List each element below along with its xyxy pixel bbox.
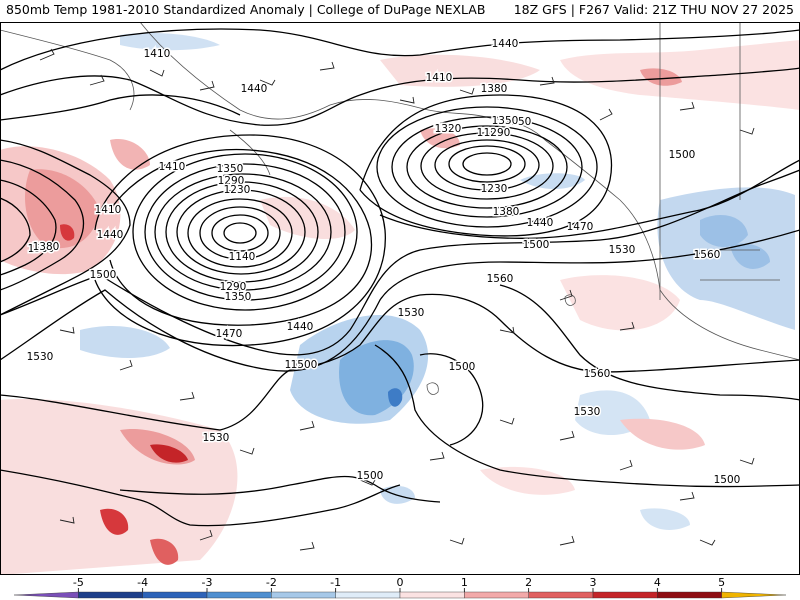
header-title-right: 18Z GFS | F267 Valid: 21Z THU NOV 27 202… xyxy=(513,2,794,17)
header-title-left: 850mb Temp 1981-2010 Standardized Anomal… xyxy=(6,2,486,17)
contour-label: 1320 xyxy=(435,123,462,135)
colorbar-tick-label: -3 xyxy=(202,576,213,589)
contour-label: 1290 xyxy=(218,175,245,187)
contour-label: 1380 xyxy=(481,83,508,95)
colorbar-tick-label: -2 xyxy=(266,576,277,589)
contour-label: 1500 xyxy=(285,359,312,371)
contour-label: 1230 xyxy=(481,183,508,195)
colorbar-tick-label: -4 xyxy=(137,576,148,589)
cold-anomaly-shading xyxy=(80,32,795,530)
contour-label: 1560 xyxy=(584,368,611,380)
contour-label: 1530 xyxy=(609,244,636,256)
contour-label: 1500 xyxy=(449,361,476,373)
contour-label: 1440 xyxy=(97,229,124,241)
contour-label: 1230 xyxy=(224,184,251,196)
contour-label: 1440 xyxy=(241,83,268,95)
colorbar-segment xyxy=(142,591,208,599)
contour-label: 1560 xyxy=(487,273,514,285)
contour-label: 1290 xyxy=(220,281,247,293)
contour-label: 1350 xyxy=(225,291,252,303)
contour-label: 1140 xyxy=(229,251,256,263)
colorbar-tick-label: -5 xyxy=(73,576,84,589)
contour-label: 1410 xyxy=(95,204,122,216)
contour-label: 1290 xyxy=(477,127,504,139)
contour-label: 1380 xyxy=(493,206,520,218)
contour-label: 1530 xyxy=(398,307,425,319)
contour-label: 1500 xyxy=(357,470,384,482)
colorbar-segment xyxy=(78,591,143,599)
colorbar-segment xyxy=(271,591,336,599)
height-contours xyxy=(0,28,800,527)
contour-label: 1530 xyxy=(203,432,230,444)
contour-label: 1470 xyxy=(567,221,594,233)
contour-label: 1560 xyxy=(694,249,721,261)
contour-label: 1500 xyxy=(714,474,741,486)
contour-label: 1470 xyxy=(216,328,243,340)
contour-label: 1530 xyxy=(27,351,54,363)
contour-label: 1440 xyxy=(492,38,519,50)
contour-label: 1350 xyxy=(217,163,244,175)
colorbar-segment xyxy=(721,591,787,599)
colorbar-segment xyxy=(657,591,722,599)
contour-label: 1500 xyxy=(669,149,696,161)
contour-label: 1440 xyxy=(527,217,554,229)
contour-label: 1410 xyxy=(159,161,186,173)
contour-label: 1410 xyxy=(144,48,171,60)
colorbar-segment xyxy=(592,591,658,599)
colorbar-tick-label: 4 xyxy=(654,576,661,589)
warm-anomaly-shading xyxy=(0,40,800,575)
colorbar-tick-label: 3 xyxy=(590,576,597,589)
colorbar-tick-label: 5 xyxy=(718,576,725,589)
colorbar-tick-label: 2 xyxy=(525,576,532,589)
colorbar-tick-label: -1 xyxy=(330,576,341,589)
contour-label: 1500 xyxy=(28,243,55,255)
contour-label: 1350 xyxy=(505,116,532,128)
colorbar-segment xyxy=(206,591,272,599)
contour-label: 1230 xyxy=(434,123,461,135)
contour-label: 1500 xyxy=(291,359,318,371)
colorbar-tick-label: 0 xyxy=(397,576,404,589)
contour-label: 1410 xyxy=(426,72,453,84)
colorbar-segment xyxy=(335,591,401,599)
contour-label: 1440 xyxy=(287,321,314,333)
wind-barbs xyxy=(39,48,755,551)
contour-label: 1350 xyxy=(492,115,519,127)
colorbar-segment xyxy=(399,591,465,599)
contour-label: 1290 xyxy=(484,127,511,139)
contour-label: 1470 xyxy=(217,329,244,341)
colorbar-segment xyxy=(528,591,594,599)
anomaly-colorbar: -5 -4 -3 -2 -1 0 1 2 3 4 5 xyxy=(13,576,787,599)
contour-label: 1380 xyxy=(33,241,60,253)
contour-label: 1500 xyxy=(523,239,550,251)
contour-label: 1500 xyxy=(90,269,117,281)
colorbar-segment xyxy=(13,591,79,599)
colorbar-tick-label: 1 xyxy=(461,576,468,589)
contour-label: 1530 xyxy=(574,406,601,418)
colorbar-segment xyxy=(464,591,529,599)
